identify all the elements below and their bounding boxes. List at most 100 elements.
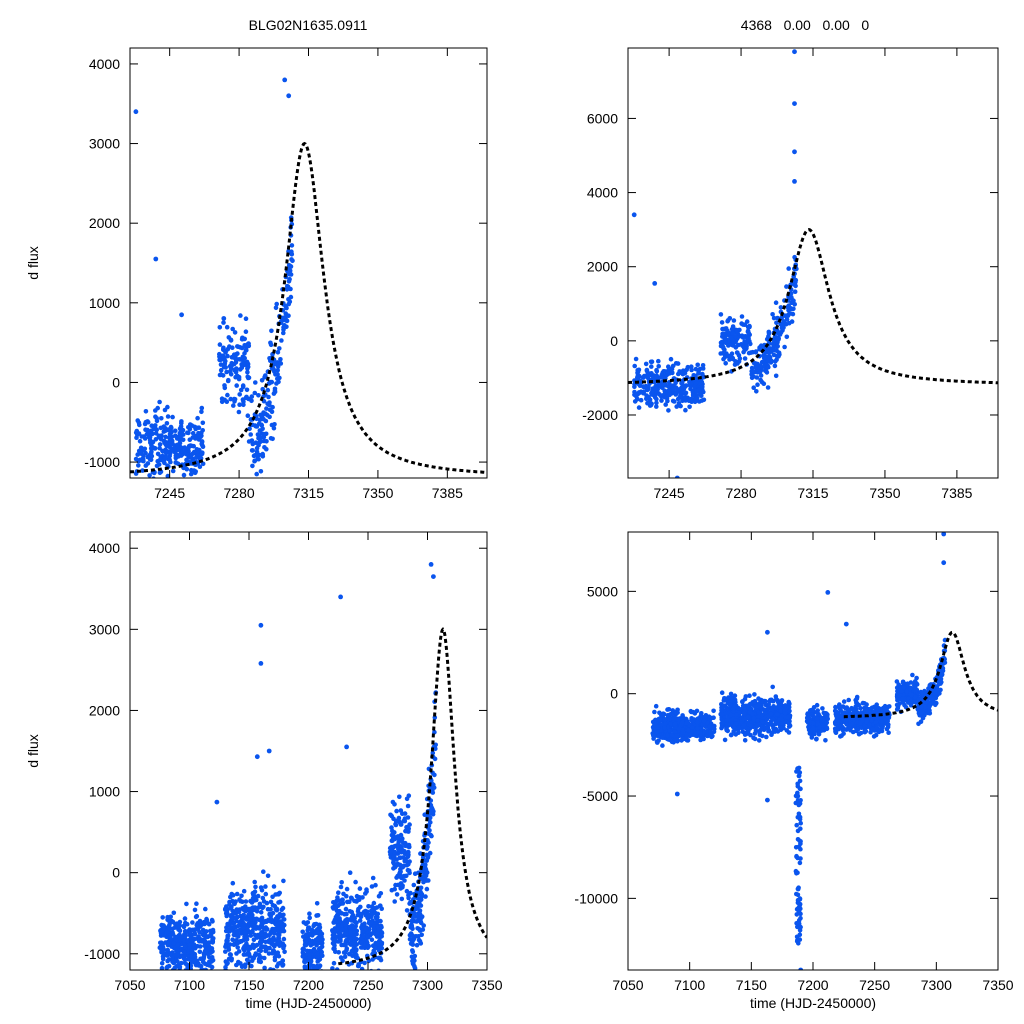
data-point: [728, 721, 734, 727]
data-point: [243, 316, 249, 322]
data-point: [674, 733, 680, 738]
data-point: [274, 922, 280, 928]
data-point: [344, 744, 349, 750]
title-right: 4368 0.00 0.00 0: [741, 17, 870, 33]
data-point: [338, 884, 344, 890]
x-tick-label: 7315: [293, 485, 324, 501]
data-point: [170, 926, 175, 932]
data-point: [649, 371, 654, 376]
data-point: [633, 393, 639, 399]
data-point: [314, 913, 319, 918]
data-point: [369, 937, 375, 942]
data-point: [337, 918, 343, 924]
data-point: [318, 945, 324, 951]
data-point: [858, 706, 863, 711]
data-point: [656, 364, 661, 369]
data-point: [189, 950, 195, 956]
data-point: [287, 271, 292, 277]
data-point: [739, 314, 745, 319]
data-point: [335, 923, 341, 928]
data-point: [675, 396, 681, 402]
data-point: [200, 420, 206, 426]
data-point: [672, 399, 677, 404]
data-point: [281, 330, 286, 336]
data-point: [748, 350, 754, 355]
data-point: [332, 943, 337, 948]
data-point: [660, 712, 666, 718]
data-point: [200, 461, 206, 467]
data-point: [231, 942, 237, 947]
data-point: [269, 328, 274, 334]
data-point: [204, 916, 209, 922]
data-point: [719, 705, 724, 710]
data-point: [723, 326, 729, 331]
data-point: [264, 933, 270, 939]
data-point: [348, 936, 353, 941]
data-point: [410, 914, 416, 920]
data-point: [654, 400, 659, 406]
x-tick-label: 7200: [293, 977, 324, 993]
data-point: [233, 352, 239, 357]
data-point: [399, 896, 405, 902]
data-point: [300, 929, 306, 935]
data-point: [225, 938, 230, 944]
data-point: [147, 473, 152, 478]
data-point: [273, 361, 279, 367]
data-point: [411, 882, 417, 888]
data-point: [372, 920, 378, 926]
data-point: [398, 832, 404, 838]
y-tick-label: 0: [112, 374, 120, 390]
panel-bottom-left: 7050 7100 7150 7200 7250 7300 7350-10000100020…: [25, 531, 503, 1011]
data-point: [753, 704, 758, 710]
data-point: [737, 356, 743, 361]
data-point: [164, 965, 170, 970]
points-group: [157, 562, 439, 976]
data-point: [244, 394, 249, 400]
data-point: [834, 713, 840, 719]
data-point: [273, 305, 279, 311]
data-point: [151, 476, 156, 478]
data-point: [260, 936, 265, 941]
data-point: [360, 928, 365, 934]
data-point: [406, 793, 412, 798]
data-point: [286, 313, 291, 319]
data-point: [160, 915, 165, 920]
data-point: [276, 932, 282, 938]
data-point: [268, 907, 273, 912]
data-point: [409, 954, 415, 960]
data-point: [253, 924, 259, 929]
data-point: [134, 479, 139, 484]
data-point: [331, 920, 337, 925]
data-point: [224, 369, 229, 375]
data-point: [173, 460, 179, 465]
data-point: [266, 939, 272, 945]
data-point: [171, 970, 176, 975]
data-point: [414, 971, 419, 976]
data-point: [781, 319, 787, 325]
data-point: [289, 257, 294, 262]
data-point: [765, 385, 771, 390]
data-point: [165, 404, 170, 410]
data-point: [755, 382, 760, 388]
data-point: [154, 416, 159, 421]
data-point: [667, 392, 672, 398]
data-point: [869, 705, 875, 711]
data-point: [166, 456, 171, 462]
data-point: [756, 710, 762, 715]
data-point: [397, 794, 402, 800]
data-point: [159, 929, 164, 934]
data-point: [228, 905, 234, 911]
data-point: [259, 887, 265, 893]
data-point: [186, 425, 191, 430]
data-point: [757, 345, 762, 350]
data-point: [754, 723, 760, 729]
data-point: [272, 422, 277, 427]
data-point: [782, 344, 787, 350]
x-tick-label: 7150: [233, 977, 264, 993]
data-point: [680, 727, 685, 732]
data-point: [244, 359, 250, 365]
data-point: [274, 964, 280, 969]
data-point: [792, 149, 797, 155]
data-point: [281, 912, 286, 918]
data-point: [157, 399, 162, 405]
